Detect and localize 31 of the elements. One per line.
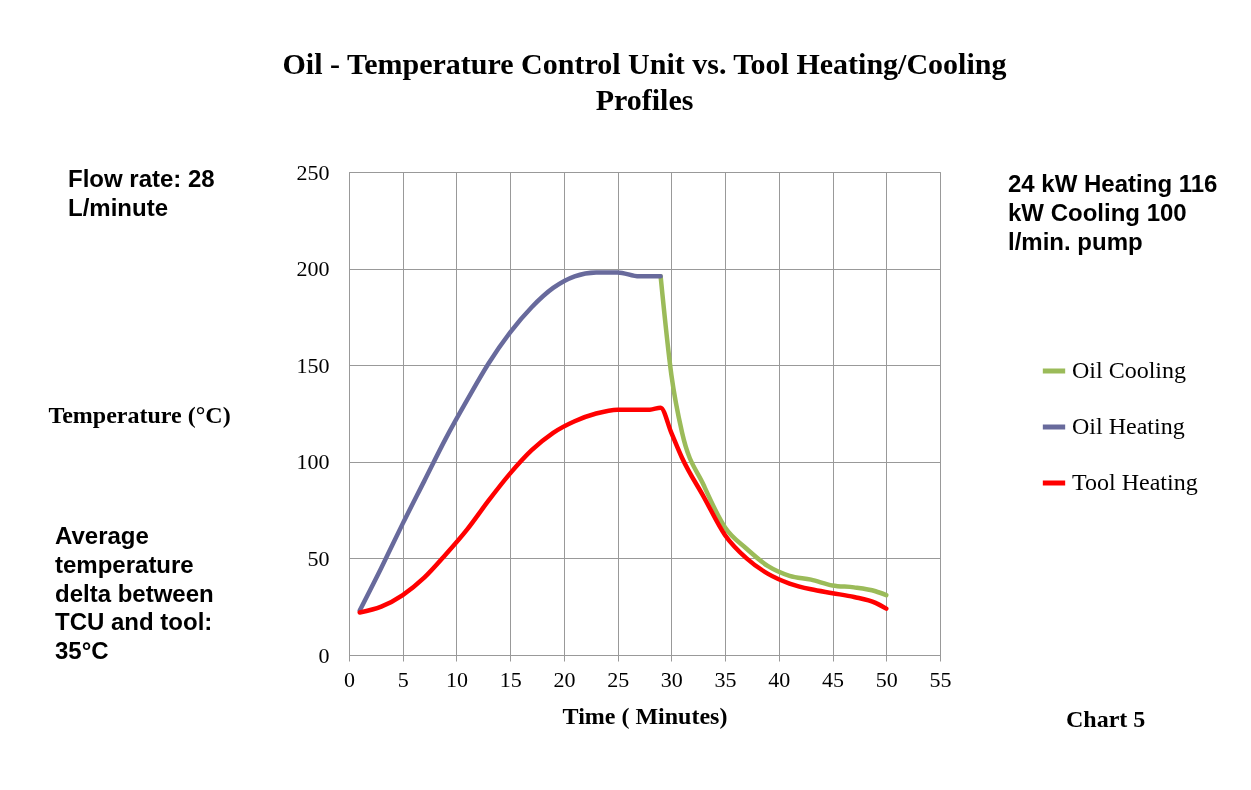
y-tick-label: 50 bbox=[307, 545, 330, 571]
x-tick-label: 40 bbox=[768, 666, 791, 692]
legend-label: Oil Cooling bbox=[1072, 357, 1187, 383]
x-tick-label: 20 bbox=[553, 666, 576, 692]
y-tick-label: 0 bbox=[318, 642, 330, 668]
line-series bbox=[357, 270, 663, 613]
line-series bbox=[658, 274, 889, 598]
x-tick-label: 10 bbox=[445, 666, 468, 692]
text: Flow rate: 28 L/minute bbox=[68, 165, 216, 223]
x-tick-label: 45 bbox=[822, 666, 845, 692]
legend-label: Oil Heating bbox=[1072, 413, 1185, 439]
text: Average temperature delta between TCU and tool: 35°C bbox=[55, 522, 215, 666]
x-tick-label: 5 bbox=[397, 666, 409, 692]
y-axis-title: Temperature (°C) bbox=[48, 401, 231, 428]
x-tick-label: 15 bbox=[499, 666, 522, 692]
x-tick-label: 55 bbox=[929, 666, 952, 692]
x-tick-label: 50 bbox=[875, 666, 898, 692]
x-tick-label: 0 bbox=[344, 666, 355, 692]
y-tick-label: 150 bbox=[296, 352, 330, 378]
y-tick-label: 200 bbox=[296, 256, 330, 282]
x-tick-label: 25 bbox=[607, 666, 630, 692]
caption: Chart 5 bbox=[1066, 705, 1147, 734]
x-axis-title: Time ( Minutes) bbox=[562, 702, 728, 729]
y-tick-label: 250 bbox=[296, 159, 330, 185]
text: 24 kW Heating 116 kW Cooling 100 l/min. pump bbox=[1008, 170, 1219, 257]
line-series bbox=[357, 405, 889, 615]
x-tick-label: 35 bbox=[714, 666, 737, 692]
y-tick-label: 100 bbox=[296, 449, 330, 475]
x-tick-label: 30 bbox=[660, 666, 683, 692]
legend-label: Tool Heating bbox=[1072, 469, 1198, 495]
chart-title: Oil - Temperature Control Unit vs. Tool Heating/Cooling Profiles bbox=[282, 47, 1007, 116]
